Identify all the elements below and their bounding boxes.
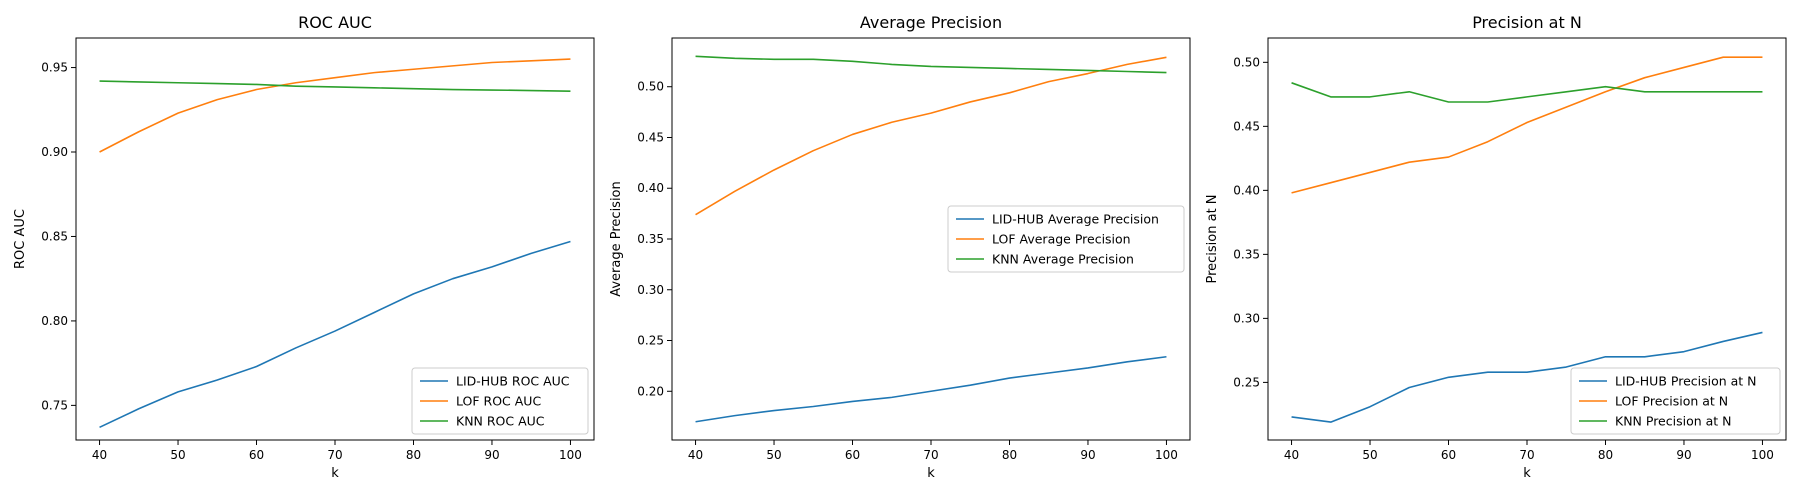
x-tick-label: 90 <box>484 448 499 462</box>
chart-panel-2: Average Precision 40 50 60 70 80 90 100 0.20 0.25… <box>609 13 1191 481</box>
x-axis-label: k <box>1523 466 1531 481</box>
y-tick-label: 0.80 <box>41 314 68 328</box>
legend-entry-label: LOF ROC AUC <box>456 394 541 409</box>
x-tick-label: 90 <box>1676 448 1691 462</box>
legend-entry-label: LID-HUB Precision at N <box>1615 374 1757 389</box>
y-tick-label: 0.30 <box>637 283 664 297</box>
y-tick-label: 0.40 <box>1233 183 1260 197</box>
x-tick-label: 50 <box>1362 448 1377 462</box>
x-tick-label: 80 <box>1002 448 1017 462</box>
series-line-lid-hub-roc-auc <box>99 240 571 429</box>
x-tick-label: 80 <box>1598 448 1613 462</box>
x-axis-label: k <box>927 466 935 481</box>
x-tick-label: 100 <box>1155 448 1178 462</box>
series-line-lof-average-precision <box>695 56 1167 216</box>
x-tick-label: 50 <box>170 448 185 462</box>
series-line-knn-roc-auc <box>99 80 571 93</box>
y-axis-label: Precision at N <box>1205 194 1220 283</box>
legend-box <box>411 367 589 435</box>
legend-box <box>947 205 1185 273</box>
x-tick-label: 80 <box>406 448 421 462</box>
x-tick-label: 60 <box>1441 448 1456 462</box>
y-tick-label: 0.45 <box>637 130 664 144</box>
x-tick-label: 100 <box>559 448 582 462</box>
y-axis-label: Average Precision <box>609 181 624 297</box>
legend-entry-label: LID-HUB Average Precision <box>992 212 1159 227</box>
y-axis-label: ROC AUC <box>13 209 28 269</box>
x-tick-label: 90 <box>1080 448 1095 462</box>
y-tick-label: 0.25 <box>1233 375 1260 389</box>
y-tick-label: 0.50 <box>1233 55 1260 69</box>
x-tick-label: 70 <box>1519 448 1534 462</box>
y-tick-label: 0.50 <box>637 80 664 94</box>
legend: LID-HUB ROC AUC LOF ROC AUC KNN ROC AUC <box>411 367 589 435</box>
series-line-knn-average-precision <box>695 55 1167 74</box>
y-tick-label: 0.40 <box>637 181 664 195</box>
legend: LID-HUB Average Precision LOF Average Pre… <box>947 205 1185 273</box>
y-tick-label: 0.45 <box>1233 119 1260 133</box>
x-axis-label: k <box>331 466 339 481</box>
chart-panel-3: Precision at N 40 50 60 70 80 90 100 0.25 0.30 0.3… <box>1205 13 1787 481</box>
y-tick-label: 0.25 <box>637 334 664 348</box>
x-tick-label: 100 <box>1751 448 1774 462</box>
legend-entry-label: KNN Average Precision <box>992 252 1134 267</box>
x-tick-label: 70 <box>923 448 938 462</box>
x-tick-label: 40 <box>688 448 703 462</box>
y-tick-label: 0.30 <box>1233 311 1260 325</box>
y-tick-label: 0.95 <box>41 61 68 75</box>
chart-title: Average Precision <box>860 13 1002 32</box>
legend-entry-label: LOF Average Precision <box>992 232 1131 247</box>
legend-box <box>1570 367 1781 435</box>
chart-title: ROC AUC <box>298 13 372 32</box>
y-tick-label: 0.35 <box>1233 247 1260 261</box>
y-tick-label: 0.85 <box>41 229 68 243</box>
x-tick-label: 70 <box>327 448 342 462</box>
legend-entry-label: KNN Precision at N <box>1615 414 1732 429</box>
x-tick-label: 50 <box>766 448 781 462</box>
series-line-lid-hub-average-precision <box>695 355 1167 423</box>
chart-title: Precision at N <box>1472 13 1582 32</box>
x-tick-label: 40 <box>92 448 107 462</box>
series-line-lof-roc-auc <box>99 58 571 153</box>
x-tick-label: 60 <box>249 448 264 462</box>
y-tick-label: 0.90 <box>41 145 68 159</box>
y-tick-label: 0.20 <box>637 384 664 398</box>
series-line-lid-hub-precision-at-n <box>1291 331 1763 423</box>
legend-entry-label: LID-HUB ROC AUC <box>456 374 570 389</box>
series-line-lof-precision-at-n <box>1291 56 1763 194</box>
legend-entry-label: LOF Precision at N <box>1615 394 1728 409</box>
chart-panel-1: ROC AUC 40 50 60 70 80 90 100 0.75 0.80 0.85 0.90 0.… <box>13 13 595 481</box>
y-tick-label: 0.35 <box>637 232 664 246</box>
x-tick-label: 60 <box>845 448 860 462</box>
legend-entry-label: KNN ROC AUC <box>456 414 545 429</box>
y-tick-label: 0.75 <box>41 398 68 412</box>
series-line-knn-precision-at-n <box>1291 82 1763 103</box>
x-tick-label: 40 <box>1284 448 1299 462</box>
legend: LID-HUB Precision at N LOF Precision at N… <box>1570 367 1781 435</box>
